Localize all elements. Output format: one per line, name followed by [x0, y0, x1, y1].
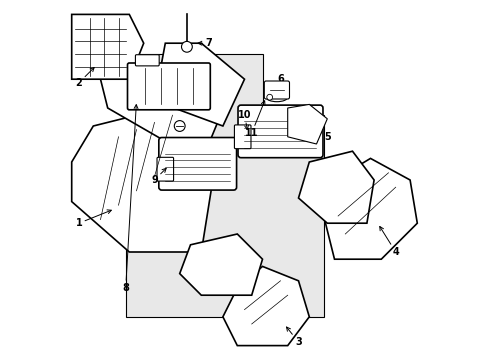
FancyBboxPatch shape [238, 105, 322, 158]
FancyBboxPatch shape [135, 55, 159, 66]
Text: 2: 2 [75, 68, 94, 88]
Polygon shape [125, 54, 323, 317]
Text: 5: 5 [312, 128, 330, 142]
Text: 11: 11 [244, 101, 264, 138]
Polygon shape [287, 104, 326, 144]
Polygon shape [179, 234, 262, 295]
Polygon shape [154, 43, 244, 126]
Circle shape [174, 121, 185, 131]
Polygon shape [72, 108, 215, 252]
Polygon shape [323, 158, 416, 259]
Polygon shape [223, 266, 309, 346]
Text: 10: 10 [237, 110, 251, 129]
Text: 7: 7 [198, 38, 211, 48]
Text: 6: 6 [277, 74, 284, 87]
Polygon shape [298, 151, 373, 223]
Polygon shape [101, 65, 226, 162]
FancyBboxPatch shape [264, 81, 289, 99]
Ellipse shape [265, 93, 287, 102]
Text: 8: 8 [122, 105, 138, 293]
Circle shape [266, 94, 272, 100]
Text: 4: 4 [379, 226, 398, 257]
FancyBboxPatch shape [234, 125, 250, 149]
FancyBboxPatch shape [159, 138, 236, 190]
Polygon shape [72, 14, 143, 79]
FancyBboxPatch shape [127, 63, 210, 110]
Text: 9: 9 [151, 168, 166, 185]
Circle shape [181, 41, 192, 52]
Text: 1: 1 [75, 210, 111, 228]
Text: 3: 3 [286, 327, 301, 347]
FancyBboxPatch shape [157, 157, 173, 181]
